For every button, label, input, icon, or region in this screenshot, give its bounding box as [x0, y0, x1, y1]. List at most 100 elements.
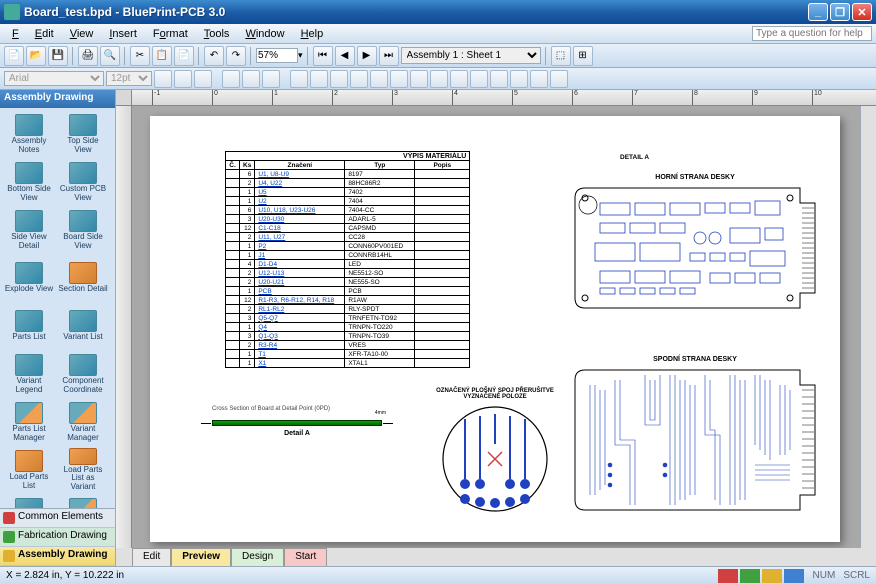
grid-button[interactable]	[550, 70, 568, 88]
tab-common-elements[interactable]: Common Elements	[0, 509, 115, 528]
snap-button[interactable]	[530, 70, 548, 88]
drawing-page[interactable]: VÝPIS MATERIÁLUČ.KsZnačeníTypPopis6U1, U…	[150, 116, 840, 542]
vertical-scrollbar[interactable]	[860, 106, 876, 548]
tool-load-parts-list[interactable]: Load Parts List	[2, 446, 56, 494]
shape-line-button[interactable]	[330, 70, 348, 88]
bold-button[interactable]	[154, 70, 172, 88]
shape-dim-button[interactable]	[410, 70, 428, 88]
new-button[interactable]: 📄	[4, 46, 24, 66]
italic-button[interactable]	[174, 70, 192, 88]
font-select[interactable]: Arial	[4, 71, 104, 86]
tool-parts-list-manager[interactable]: Parts List Manager	[2, 398, 56, 446]
tab-start[interactable]: Start	[284, 548, 327, 566]
detail-a-section[interactable]: Cross Section of Board at Detail Point (…	[212, 406, 382, 437]
menu-file[interactable]: F	[4, 26, 27, 42]
tool-bottom-side-view[interactable]: Bottom Side View	[2, 158, 56, 206]
tool-variant-list[interactable]: Variant List	[56, 302, 110, 350]
help-search-input[interactable]	[752, 26, 872, 41]
tool-section-detail[interactable]: Section Detail	[56, 254, 110, 302]
tool-top-side-view[interactable]: Top Side View	[56, 110, 110, 158]
tab-assembly-drawing[interactable]: Assembly Drawing	[0, 547, 115, 566]
menu-edit[interactable]: Edit	[27, 26, 62, 42]
toolbar-format: Arial 12pt	[0, 68, 876, 90]
canvas-area: -1012345678910 VÝPIS MATERIÁLUČ.KsZnačen…	[116, 90, 876, 566]
copy-button[interactable]: 📋	[152, 46, 172, 66]
horizontal-scrollbar[interactable]	[327, 548, 876, 566]
pcb-top-view[interactable]: HORNÍ STRANA DESKY	[570, 174, 820, 313]
color-text-button[interactable]	[510, 70, 528, 88]
tab-edit[interactable]: Edit	[132, 548, 171, 566]
tool-parts-list[interactable]: Parts List	[2, 302, 56, 350]
status-num: NUM	[813, 570, 836, 581]
close-button[interactable]: ✕	[852, 3, 872, 21]
sheet-select[interactable]: Assembly 1 : Sheet 1	[401, 47, 541, 64]
tool-component-coordinate[interactable]: Component Coordinate	[56, 350, 110, 398]
zoom-input[interactable]	[256, 48, 298, 63]
toolbar-main: 📄 📂 💾 🖨 🔍 ✂ 📋 📄 ↶ ↷ ▾ ⏮ ◀ ▶ ⏭ Assembly 1…	[0, 44, 876, 68]
tool-assembly-notes[interactable]: Assembly Notes	[2, 110, 56, 158]
status-ind-blue	[784, 569, 804, 583]
canvas[interactable]: VÝPIS MATERIÁLUČ.KsZnačeníTypPopis6U1, U…	[132, 106, 860, 548]
open-button[interactable]: 📂	[26, 46, 46, 66]
tool-variant-manager[interactable]: Variant Manager	[56, 398, 110, 446]
nav-next-button[interactable]: ▶	[357, 46, 377, 66]
shape-poly-button[interactable]	[350, 70, 368, 88]
shape-rect-button[interactable]	[290, 70, 308, 88]
underline-button[interactable]	[194, 70, 212, 88]
shape-note-button[interactable]	[450, 70, 468, 88]
nav-last-button[interactable]: ⏭	[379, 46, 399, 66]
status-ind-yellow	[762, 569, 782, 583]
menu-format[interactable]: Format	[145, 26, 196, 42]
tools-grid: Assembly NotesTop Side ViewBottom Side V…	[0, 108, 115, 508]
menu-bar: F Edit View Insert Format Tools Window H…	[0, 24, 876, 44]
title-bar: Board_test.bpd - BluePrint-PCB 3.0 _ ❐ ✕	[0, 0, 876, 24]
status-ind-green	[740, 569, 760, 583]
menu-window[interactable]: Window	[237, 26, 292, 42]
tab-preview[interactable]: Preview	[171, 548, 231, 566]
undo-button[interactable]: ↶	[204, 46, 224, 66]
shape-text-button[interactable]	[390, 70, 408, 88]
align-center-button[interactable]	[242, 70, 260, 88]
menu-tools[interactable]: Tools	[196, 26, 238, 42]
preview-button[interactable]: 🔍	[100, 46, 120, 66]
pcb-bottom-view[interactable]: SPODNÍ STRANA DESKY	[570, 356, 820, 515]
cut-button[interactable]: ✂	[130, 46, 150, 66]
nav-prev-button[interactable]: ◀	[335, 46, 355, 66]
app-icon	[4, 4, 20, 20]
maximize-button[interactable]: ❐	[830, 3, 850, 21]
align-right-button[interactable]	[262, 70, 280, 88]
size-select[interactable]: 12pt	[106, 71, 152, 86]
minimize-button[interactable]: _	[808, 3, 828, 21]
tool-process-step-manager[interactable]: Process Step Manager	[56, 494, 110, 508]
tab-design[interactable]: Design	[231, 548, 284, 566]
color-fill-button[interactable]	[470, 70, 488, 88]
tool-side-view-detail[interactable]: Side View Detail	[2, 206, 56, 254]
tool-a[interactable]: ⬚	[551, 46, 571, 66]
tool-board-side-view[interactable]: Board Side View	[56, 206, 110, 254]
align-left-button[interactable]	[222, 70, 240, 88]
tool-load-parts-list-as-variant[interactable]: Load Parts List as Variant	[56, 446, 110, 494]
nav-first-button[interactable]: ⏮	[313, 46, 333, 66]
detail-circle[interactable]: OZNAČENÝ PLOŠNÝ SPOJ PŘERUŠITVE VYZNAČEN…	[430, 388, 560, 514]
sidebar-header: Assembly Drawing	[0, 90, 115, 108]
print-button[interactable]: 🖨	[78, 46, 98, 66]
tool-explode-view[interactable]: Explode View	[2, 254, 56, 302]
tool-parts-list-item[interactable]: Parts List Item	[2, 494, 56, 508]
tab-fabrication-drawing[interactable]: Fabrication Drawing	[0, 528, 115, 547]
bom-table[interactable]: VÝPIS MATERIÁLUČ.KsZnačeníTypPopis6U1, U…	[225, 151, 470, 368]
ruler-vertical	[116, 106, 132, 548]
menu-view[interactable]: View	[62, 26, 102, 42]
tool-b[interactable]: ⊞	[573, 46, 593, 66]
menu-insert[interactable]: Insert	[101, 26, 145, 42]
shape-arrow-button[interactable]	[430, 70, 448, 88]
redo-button[interactable]: ↷	[226, 46, 246, 66]
shape-arc-button[interactable]	[370, 70, 388, 88]
detail-a-callout: DETAIL A	[620, 154, 649, 161]
tool-custom-pcb-view[interactable]: Custom PCB View	[56, 158, 110, 206]
shape-circle-button[interactable]	[310, 70, 328, 88]
tool-variant-legend[interactable]: Variant Legend	[2, 350, 56, 398]
menu-help[interactable]: Help	[293, 26, 332, 42]
paste-button[interactable]: 📄	[174, 46, 194, 66]
color-line-button[interactable]	[490, 70, 508, 88]
save-button[interactable]: 💾	[48, 46, 68, 66]
